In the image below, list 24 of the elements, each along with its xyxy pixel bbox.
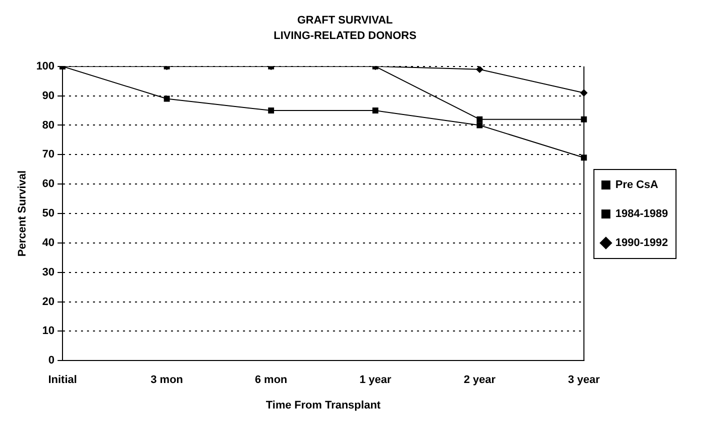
y-tick-label: 70 bbox=[42, 148, 55, 161]
y-tick-label: 0 bbox=[48, 354, 55, 367]
x-tick-label: Initial bbox=[48, 374, 77, 386]
y-tick-label: 80 bbox=[42, 119, 55, 132]
x-tick-label: 6 mon bbox=[254, 374, 288, 386]
x-tick-label: 1 year bbox=[359, 374, 392, 386]
y-tick-label: 60 bbox=[42, 178, 55, 190]
y-tick-label: 40 bbox=[42, 236, 55, 249]
x-tick-label: 3 year bbox=[568, 374, 601, 386]
y-tick-label: 30 bbox=[42, 266, 55, 278]
x-tick-label: 3 mon bbox=[150, 374, 184, 386]
x-axis-title: Time From Transplant bbox=[266, 399, 381, 412]
y-tick-label: 100 bbox=[36, 60, 55, 72]
y-tick-label: 10 bbox=[42, 325, 55, 338]
y-tick-label: 50 bbox=[42, 208, 55, 220]
legend-label: 1984-1989 bbox=[615, 208, 668, 220]
x-tick-label: 2 year bbox=[464, 374, 496, 386]
chart-title: GRAFT SURVIVAL bbox=[297, 14, 394, 27]
y-axis-title: Percent Survival bbox=[16, 170, 29, 257]
legend-label: 1990-1992 bbox=[615, 237, 668, 250]
y-tick-label: 90 bbox=[42, 90, 55, 102]
legend-label: Pre CsA bbox=[615, 179, 658, 192]
y-tick-label: 20 bbox=[42, 296, 55, 308]
chart-subtitle: LIVING-RELATED DONORS bbox=[274, 30, 416, 42]
